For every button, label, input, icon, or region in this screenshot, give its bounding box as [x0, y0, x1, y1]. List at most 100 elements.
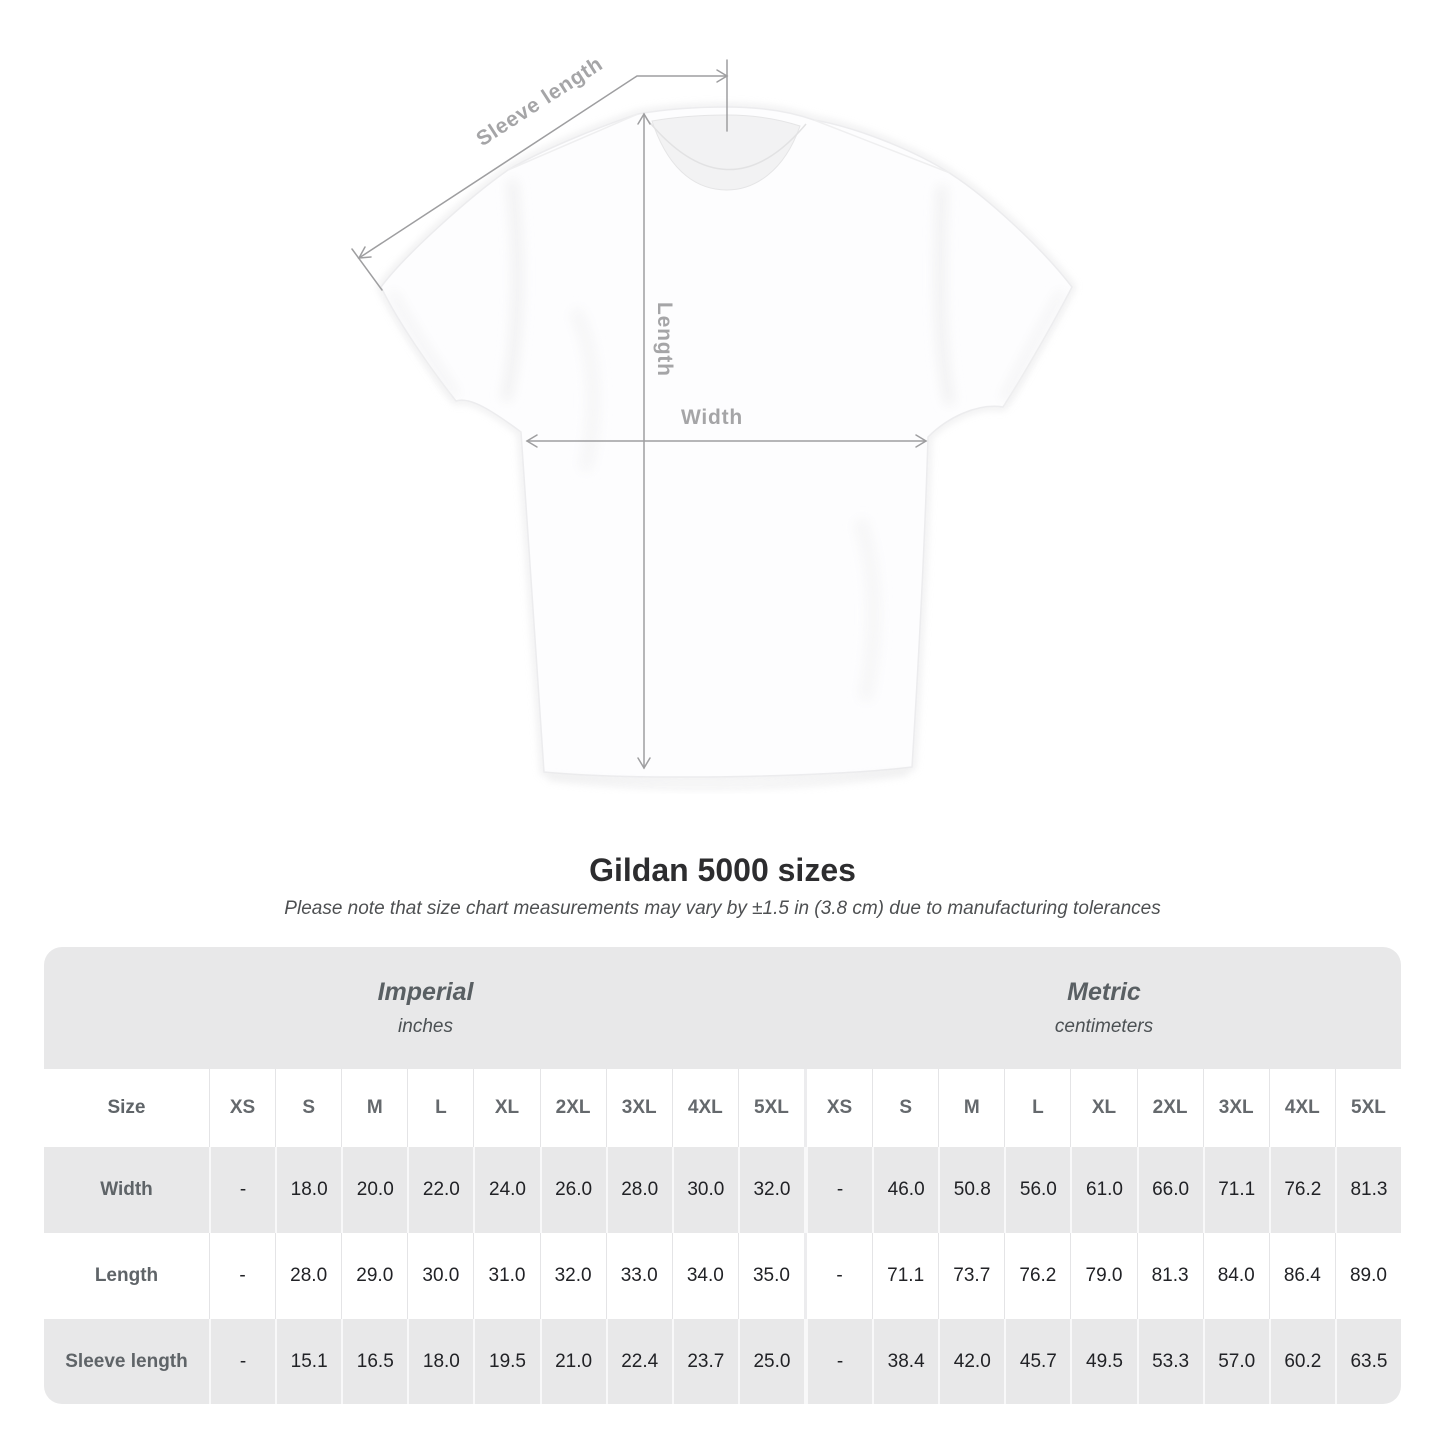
imperial-header: Imperial inches: [44, 947, 807, 1069]
tshirt-shading: [388, 179, 1066, 702]
table-cell: 28.0: [605, 1147, 672, 1233]
tshirt-image: [351, 59, 1076, 789]
row-label: Length: [94, 1265, 159, 1286]
size-column-header: L: [407, 1069, 473, 1147]
table-cell: 61.0: [1070, 1147, 1136, 1233]
size-column-header: 5XL: [737, 1069, 804, 1147]
width-label: Width: [680, 406, 744, 429]
table-cell: 89.0: [1334, 1233, 1401, 1319]
table-cell: 16.5: [341, 1319, 407, 1404]
table-cell: 76.2: [1268, 1147, 1335, 1233]
tshirt-body: [380, 106, 1073, 778]
collar: [507, 113, 951, 191]
table-cell: -: [836, 1265, 843, 1286]
tshirt-measurement-diagram: Sleeve length Length Width: [351, 52, 1076, 789]
size-column-header: 3XL: [605, 1069, 672, 1147]
size-column-header: 2XL: [1136, 1069, 1203, 1147]
size-column-header: 4XL: [671, 1069, 738, 1147]
size-column-header: 3XL: [1202, 1069, 1269, 1147]
table-cell: 25.0: [737, 1319, 804, 1404]
metric-unit: centimeters: [1054, 1016, 1154, 1037]
table-cell: 73.7: [938, 1233, 1004, 1319]
table-cell: 38.4: [872, 1319, 938, 1404]
table-cell: 53.3: [1136, 1319, 1203, 1404]
metric-header: Metric centimeters: [807, 947, 1401, 1069]
table-cell: -: [836, 1350, 844, 1372]
table-row-length: Length - 28.0 29.0 30.0 31.0 32.0 33.0 34.0 35.0…: [44, 1233, 1401, 1319]
table-cell: 22.4: [605, 1319, 672, 1404]
table-cell: 76.2: [1004, 1233, 1070, 1319]
table-cell: 79.0: [1070, 1233, 1136, 1319]
size-column-header: XL: [473, 1069, 539, 1147]
table-cell: -: [239, 1350, 247, 1372]
table-cell: 33.0: [605, 1233, 672, 1319]
table-cell: 60.2: [1268, 1319, 1335, 1404]
page-title: Gildan 5000 sizes: [589, 852, 856, 888]
width-imperial-values: - 18.0 20.0 22.0 24.0 26.0 28.0 30.0 32.0: [209, 1147, 804, 1233]
title-section: Gildan 5000 sizes Please note that size …: [0, 815, 1445, 921]
table-cell: 24.0: [473, 1147, 539, 1233]
table-cell: 32.0: [539, 1233, 606, 1319]
length-label: Length: [653, 302, 676, 377]
table-cell: 81.3: [1136, 1233, 1203, 1319]
table-cell: 50.8: [938, 1147, 1004, 1233]
table-cell: 71.1: [872, 1233, 938, 1319]
width-metric-values: - 46.0 50.8 56.0 61.0 66.0 71.1 76.2 81.3: [804, 1147, 1401, 1233]
size-column-header: L: [1004, 1069, 1070, 1147]
metric-title: Metric: [1067, 978, 1141, 1006]
table-cell: 22.0: [407, 1147, 473, 1233]
size-header-row: Size XS S M L XL 2XL 3XL 4XL 5XL XS S M L XL 2XL 3XL 4X…: [44, 1069, 1401, 1147]
row-label: Sleeve length: [65, 1350, 188, 1372]
size-column-header: M: [938, 1069, 1004, 1147]
size-column-header: XS: [229, 1097, 256, 1118]
table-cell: 71.1: [1202, 1147, 1269, 1233]
size-table: Imperial inches Metric centimeters Size …: [44, 947, 1401, 1404]
table-cell: 18.0: [407, 1319, 473, 1404]
table-row-sleeve-length: Sleeve length -15.1 16.5 18.0 19.5 21.0 22.4 2…: [44, 1319, 1401, 1404]
measurement-arrows: [351, 59, 928, 770]
table-cell: -: [836, 1179, 844, 1200]
table-cell: 30.0: [407, 1233, 473, 1319]
length-imperial-values: - 28.0 29.0 30.0 31.0 32.0 33.0 34.0 35.0: [209, 1233, 804, 1319]
size-column-header: M: [341, 1069, 407, 1147]
table-cell: 18.0: [275, 1147, 341, 1233]
imperial-size-headers: XS S M L XL 2XL 3XL 4XL 5XL: [209, 1069, 804, 1147]
table-cell: 56.0: [1004, 1147, 1070, 1233]
table-cell: 34.0: [671, 1233, 738, 1319]
table-cell: 21.0: [539, 1319, 606, 1404]
table-cell: 63.5: [1334, 1319, 1401, 1404]
sleeve-metric-values: - 38.4 42.0 45.7 49.5 53.3 57.0 60.2 63.5: [804, 1319, 1401, 1404]
table-cell: 42.0: [938, 1319, 1004, 1404]
table-row-width: Width -18.0 20.0 22.0 24.0 26.0 28.0 30.0 32.0 …: [44, 1147, 1401, 1233]
table-cell: 29.0: [341, 1233, 407, 1319]
unit-header-band: Imperial inches Metric centimeters: [44, 947, 1401, 1069]
table-cell: -: [239, 1179, 247, 1200]
length-metric-values: - 71.1 73.7 76.2 79.0 81.3 84.0 86.4 89.0: [804, 1233, 1401, 1319]
table-cell: 23.7: [671, 1319, 738, 1404]
tolerance-note: Please note that size chart measurements…: [284, 898, 1161, 919]
sleeve-imperial-values: - 15.1 16.5 18.0 19.5 21.0 22.4 23.7 25.0: [209, 1319, 804, 1404]
table-cell: 28.0: [275, 1233, 341, 1319]
size-column-header: S: [872, 1069, 938, 1147]
imperial-unit: inches: [398, 1016, 453, 1037]
table-cell: 15.1: [275, 1319, 341, 1404]
table-cell: 35.0: [737, 1233, 804, 1319]
table-cell: 26.0: [539, 1147, 606, 1233]
size-column-header: XS: [826, 1097, 853, 1118]
table-cell: 86.4: [1268, 1233, 1335, 1319]
table-cell: 30.0: [671, 1147, 738, 1233]
size-column-header: 2XL: [539, 1069, 606, 1147]
size-header-cell: Size: [107, 1097, 146, 1118]
table-cell: 45.7: [1004, 1319, 1070, 1404]
table-cell: 19.5: [473, 1319, 539, 1404]
hem-shadow: [547, 771, 909, 789]
table-cell: 46.0: [872, 1147, 938, 1233]
table-cell: 32.0: [737, 1147, 804, 1233]
row-label: Width: [100, 1179, 153, 1200]
table-cell: -: [239, 1265, 246, 1286]
table-cell: 66.0: [1136, 1147, 1203, 1233]
table-cell: 31.0: [473, 1233, 539, 1319]
size-column-header: 5XL: [1334, 1069, 1401, 1147]
size-column-header: 4XL: [1268, 1069, 1335, 1147]
table-cell: 81.3: [1334, 1147, 1401, 1233]
